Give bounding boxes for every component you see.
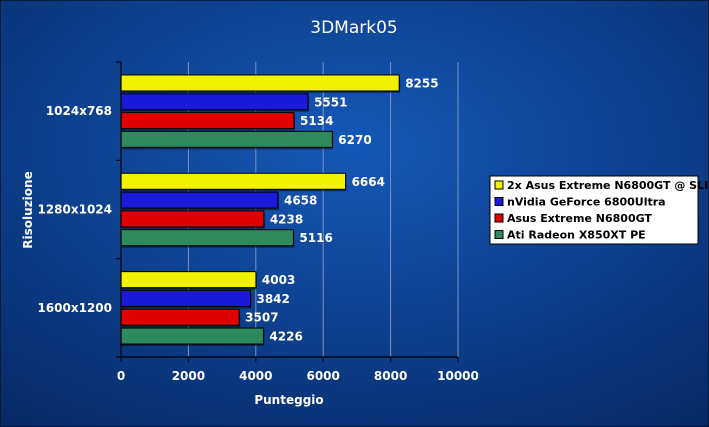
x-tick-label: 4000 xyxy=(239,369,272,383)
bar xyxy=(120,191,279,209)
legend-swatch xyxy=(494,180,504,190)
data-label: 8255 xyxy=(405,76,438,90)
bar xyxy=(120,172,347,190)
y-tick-label: 1024x768 xyxy=(46,104,112,118)
x-tick-label: 2000 xyxy=(172,369,205,383)
data-label: 3507 xyxy=(245,311,278,325)
y-axis-label: Risoluzione xyxy=(21,171,35,248)
legend-label: Ati Radeon X850XT PE xyxy=(507,229,646,242)
bar xyxy=(120,229,294,247)
y-tick-label: 1280x1024 xyxy=(37,203,112,217)
bar xyxy=(120,112,295,130)
bar xyxy=(120,74,400,92)
legend: 2x Asus Extreme N6800GT @ SLI nVidia GeFo… xyxy=(489,175,708,245)
axes: 0 2000 4000 6000 8000 10000 1024x768 1280x1024 1… xyxy=(37,61,479,383)
bar xyxy=(120,210,265,228)
data-label: 4226 xyxy=(269,330,302,344)
bar xyxy=(120,289,251,307)
y-tick-label: 1600x1200 xyxy=(37,301,112,315)
x-axis-label: Punteggio xyxy=(254,393,323,407)
x-tick-label: 10000 xyxy=(437,369,479,383)
data-label: 5116 xyxy=(299,231,332,245)
chart-title: 3DMark05 xyxy=(310,18,397,38)
data-label: 6664 xyxy=(352,175,385,189)
data-label: 5551 xyxy=(314,95,347,109)
legend-swatch xyxy=(494,197,504,206)
bar xyxy=(120,93,309,111)
data-label: 4238 xyxy=(270,212,303,226)
bar xyxy=(120,327,264,345)
x-tick-label: 6000 xyxy=(306,369,339,383)
x-tick-label: 0 xyxy=(117,369,125,383)
data-label: 5134 xyxy=(300,114,333,128)
x-tick-label: 8000 xyxy=(374,369,407,383)
bar xyxy=(120,308,240,326)
legend-swatch xyxy=(494,213,504,223)
legend-box xyxy=(489,175,699,245)
data-label: 4003 xyxy=(262,273,295,287)
legend-swatch xyxy=(494,230,504,239)
data-label: 3842 xyxy=(256,292,289,306)
legend-label: Asus Extreme N6800GT xyxy=(507,212,652,225)
legend-label: 2x Asus Extreme N6800GT @ SLI xyxy=(507,179,708,192)
data-label: 4658 xyxy=(284,194,317,208)
bar xyxy=(120,271,257,289)
data-label: 6270 xyxy=(338,133,371,147)
legend-label: nVidia GeForce 6800Ultra xyxy=(507,196,666,209)
bar xyxy=(120,130,333,148)
